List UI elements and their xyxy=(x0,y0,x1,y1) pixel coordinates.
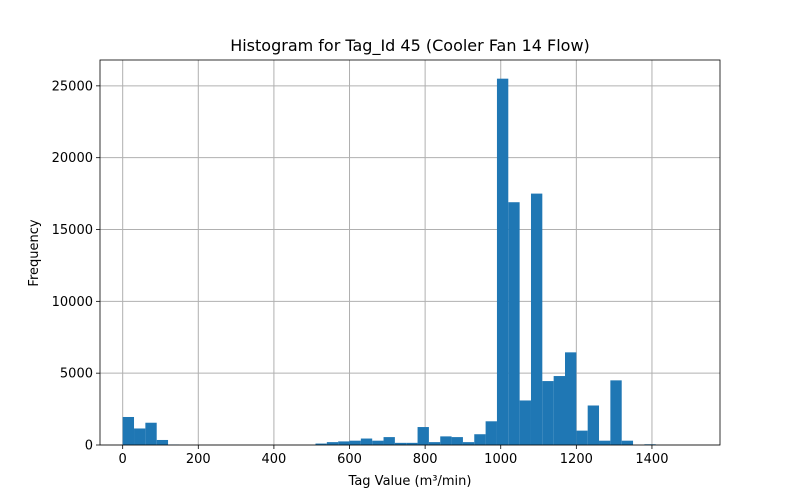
histogram-bar xyxy=(406,442,418,445)
x-tick-label: 1200 xyxy=(560,452,593,467)
histogram-bar xyxy=(122,416,135,445)
histogram-bar xyxy=(145,422,157,445)
histogram-bar xyxy=(610,380,622,445)
histogram-bar xyxy=(553,376,565,445)
histogram-bar xyxy=(428,442,441,445)
histogram-bar xyxy=(462,442,475,445)
histogram-bar xyxy=(496,78,509,445)
histogram-bar xyxy=(315,443,327,445)
y-tick-label: 5000 xyxy=(60,367,93,382)
x-tick-label: 600 xyxy=(337,452,362,467)
x-tick-label: 800 xyxy=(413,452,438,467)
x-tick-label: 400 xyxy=(261,452,286,467)
histogram-bar xyxy=(383,437,395,445)
y-tick-label: 25000 xyxy=(52,79,93,94)
histogram-bar xyxy=(519,400,531,445)
histogram-bar xyxy=(587,405,600,445)
histogram-bar xyxy=(372,440,384,445)
histogram-bar xyxy=(451,437,463,445)
histogram-bar xyxy=(156,439,169,445)
histogram-bar xyxy=(338,441,350,445)
histogram-bar xyxy=(542,381,554,445)
x-tick-label: 0 xyxy=(119,452,127,467)
histogram-bar xyxy=(599,440,611,445)
histogram-bar xyxy=(440,436,452,445)
histogram-bar xyxy=(485,421,497,445)
histogram-bar xyxy=(326,442,339,445)
x-tick-label: 1400 xyxy=(635,452,668,467)
x-axis-label: Tag Value (m³/min) xyxy=(348,474,472,489)
x-tick-label: 1000 xyxy=(484,452,517,467)
bars xyxy=(122,78,656,445)
histogram-bar xyxy=(394,442,407,445)
y-tick-label: 10000 xyxy=(52,295,93,310)
x-axis-ticks: 0 200 400 600 800 1000 1200 1400 xyxy=(119,445,668,467)
x-tick-label: 200 xyxy=(186,452,211,467)
histogram-bar xyxy=(621,440,634,445)
histogram-bar xyxy=(576,430,588,445)
histogram-bar xyxy=(360,438,373,445)
histogram-bar xyxy=(508,202,520,445)
histogram-bar xyxy=(134,428,146,445)
histogram-bar xyxy=(474,434,486,445)
histogram-bar xyxy=(565,352,577,445)
y-axis-ticks: 0 5000 10000 15000 20000 25000 xyxy=(52,79,100,454)
histogram-bar xyxy=(530,193,543,445)
plot-frame xyxy=(99,59,721,446)
y-tick-label: 0 xyxy=(85,439,93,454)
histogram-bar xyxy=(417,427,429,445)
histogram-bar xyxy=(349,440,361,445)
chart-title: Histogram for Tag_Id 45 (Cooler Fan 14 F… xyxy=(230,36,590,56)
y-tick-label: 15000 xyxy=(52,223,93,238)
y-axis-label: Frequency xyxy=(27,219,42,286)
y-tick-label: 20000 xyxy=(52,151,93,166)
